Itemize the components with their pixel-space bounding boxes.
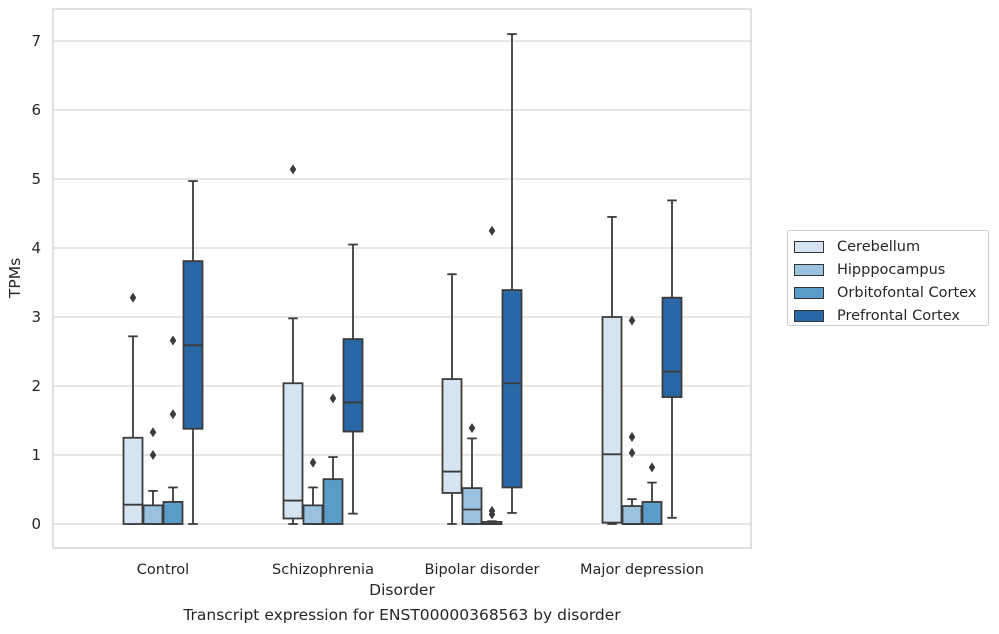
box-2-3 [641, 462, 663, 525]
outlier-point [129, 292, 137, 303]
x-tick-label: Control [137, 562, 189, 578]
y-tick-label: 2 [31, 377, 41, 395]
outlier-point [628, 432, 636, 443]
box-1-0 [142, 427, 164, 525]
legend-item: Hipppocampus [792, 258, 988, 281]
box-body [501, 289, 523, 489]
box-3-1 [342, 243, 364, 515]
legend-swatch [794, 286, 824, 299]
box-body [601, 316, 623, 524]
y-tick-label: 0 [31, 515, 41, 533]
box-1-2 [461, 423, 483, 525]
box-2-0 [162, 335, 184, 525]
box-3-0 [182, 180, 204, 525]
box-body [322, 478, 344, 525]
box-0-0 [122, 292, 144, 525]
legend-swatch [794, 263, 824, 276]
box-0-1 [282, 164, 304, 525]
box-0-2 [441, 273, 463, 525]
outlier-point [468, 423, 476, 434]
y-tick-label: 4 [31, 239, 41, 257]
outlier-point [628, 447, 636, 458]
legend-item: Prefrontal Cortex [792, 304, 988, 327]
outlier-point [289, 164, 297, 175]
legend-label: Cerebellum [837, 238, 921, 255]
y-tick-label: 5 [31, 170, 41, 188]
figure-caption: Transcript expression for ENST0000036856… [183, 606, 621, 624]
box-1-1 [302, 457, 324, 525]
outlier-point [149, 427, 157, 438]
box-2-2 [481, 225, 503, 525]
gridlines [53, 40, 751, 525]
box-body [661, 296, 683, 398]
y-tick-labels: 0 1 2 3 4 5 6 7 [31, 32, 41, 533]
outlier-point [648, 462, 656, 473]
box-body [142, 504, 164, 525]
outlier-point [169, 409, 177, 420]
y-tick-label: 3 [31, 308, 41, 326]
legend-item: Orbitofontal Cortex [792, 281, 988, 304]
box-3-3 [661, 199, 683, 519]
y-tick-label: 6 [31, 101, 41, 119]
boxes [122, 33, 683, 525]
box-body [162, 501, 184, 525]
box-0-3 [601, 216, 623, 525]
box-body [302, 504, 324, 525]
legend-label: Hipppocampus [837, 261, 946, 278]
y-tick-label: 1 [31, 446, 41, 464]
legend-label: Orbitofontal Cortex [837, 284, 977, 301]
legend-item: Cerebellum [792, 235, 988, 258]
x-axis-label: Disorder [369, 581, 435, 599]
box-body [461, 487, 483, 525]
outlier-point [169, 335, 177, 346]
box-1-3 [621, 315, 643, 525]
x-tick-label: Major depression [580, 562, 704, 578]
outlier-point [309, 457, 317, 468]
outlier-point [149, 450, 157, 460]
box-3-2 [501, 33, 523, 514]
box-body [621, 505, 643, 525]
outlier-point [488, 505, 496, 516]
legend: Cerebellum Hipppocampus Orbitofontal Corte… [787, 230, 989, 326]
box-body [342, 338, 364, 433]
outlier-point [488, 225, 496, 236]
box-body [441, 378, 463, 494]
outlier-point [329, 393, 337, 404]
outlier-point [628, 315, 636, 326]
legend-label: Prefrontal Cortex [837, 307, 960, 324]
box-2-1 [322, 393, 344, 525]
y-axis-label: TPMs [6, 258, 24, 299]
plot-frame [52, 8, 752, 549]
legend-swatch [794, 309, 824, 322]
box-body [122, 436, 144, 525]
x-tick-label: Bipolar disorder [425, 562, 540, 578]
box-body [282, 382, 304, 520]
legend-swatch [794, 240, 824, 253]
box-body [641, 501, 663, 525]
y-tick-label: 7 [31, 32, 41, 50]
x-tick-labels: Control Schizophrenia Bipolar disorder Majo… [137, 562, 704, 578]
x-tick-label: Schizophrenia [272, 562, 374, 578]
